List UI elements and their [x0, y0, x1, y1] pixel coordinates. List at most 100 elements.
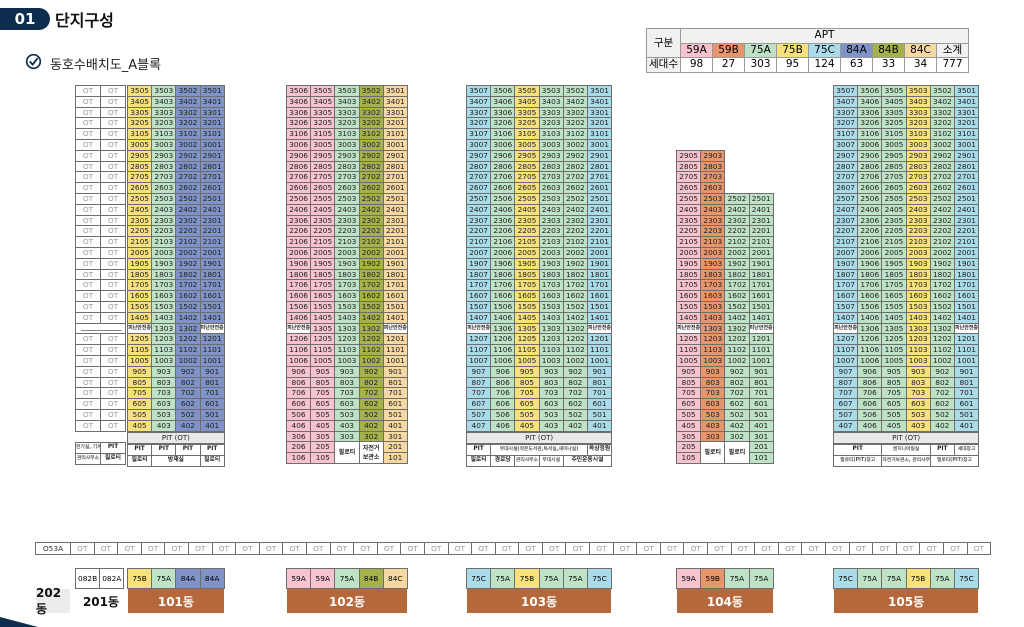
- unit-cell: 901: [953, 365, 980, 378]
- unit-cell: 2502: [562, 192, 588, 205]
- unit-cell: 605: [675, 398, 702, 410]
- unit-cell: 2306: [285, 214, 312, 227]
- unit-cell: 1501: [586, 300, 613, 313]
- unit-cell: 906: [857, 365, 883, 378]
- unit-cell: 3502: [929, 85, 955, 97]
- unit-cell: 1902: [175, 257, 201, 270]
- unit-cell: 1507: [465, 300, 492, 313]
- pit-row: PIT (OT): [465, 431, 613, 444]
- ot-cell: OT: [447, 542, 473, 555]
- ground-label: 자전거 보관소: [358, 441, 384, 464]
- unit-cell: 3007: [832, 139, 859, 151]
- unit-cell: 401: [748, 419, 774, 432]
- building-label-102: 102동: [287, 589, 407, 613]
- unit-cell: 1305: [514, 322, 540, 335]
- unit-cell: 3005: [126, 139, 153, 151]
- ground-label: 부대시설: [538, 454, 564, 467]
- unit-cell: 2202: [724, 225, 750, 238]
- ground-label: PIT: [151, 443, 177, 456]
- unit-cell: 701: [586, 387, 613, 400]
- ground-label: 방재실: [151, 454, 201, 467]
- unit-cell: 902: [562, 365, 588, 378]
- unit-cell: 1207: [832, 333, 859, 346]
- unit-cell: 1401: [748, 311, 774, 324]
- unit-cell: 303: [700, 430, 726, 443]
- unit-cell: 2803: [151, 160, 177, 173]
- unit-cell: 2302: [358, 214, 384, 227]
- unit-type-cell: 75A: [151, 568, 177, 589]
- unit-cell: 3102: [175, 128, 201, 140]
- unit-cell: 1601: [586, 290, 613, 302]
- unit-cell: 106: [285, 452, 312, 464]
- refuge-floor-mark: [80, 329, 121, 331]
- unit-cell: 2501: [586, 192, 613, 205]
- unit-cell: 505: [881, 408, 907, 421]
- summary-type-59a: 59A: [680, 42, 713, 58]
- unit-cell: 1203: [151, 333, 177, 346]
- unit-cell: 1106: [490, 344, 516, 356]
- unit-cell: 1401: [382, 311, 408, 324]
- empty-cell: [750, 172, 773, 182]
- empty-cell: [725, 151, 748, 161]
- unit-cell: 3407: [832, 95, 859, 108]
- unit-cell: 1501: [199, 300, 225, 313]
- unit-cell: 1303: [334, 322, 360, 335]
- unit-cell: 1405: [675, 311, 702, 324]
- unit-cell: 3306: [285, 106, 312, 119]
- summary-count-84b: 33: [872, 57, 905, 73]
- empty-cell: [677, 140, 700, 150]
- unit-cell: 403: [538, 419, 564, 432]
- unit-cell: 3303: [538, 106, 564, 119]
- unit-cell: 3403: [334, 95, 360, 108]
- unit-cell: 2605: [310, 182, 336, 194]
- ground-label: 필로티(PIT)창고: [929, 454, 980, 467]
- unit-cell: 607: [832, 398, 859, 410]
- ot-cell: OT: [100, 311, 126, 324]
- unit-cell: 2603: [151, 182, 177, 194]
- unit-cell: 1102: [175, 344, 201, 356]
- unit-cell: 2205: [514, 225, 540, 238]
- unit-cell: 3406: [490, 95, 516, 108]
- ot-grid: OT OT OT OT OT OT OT OT OT OT OT OT OT OT OT OT OT OT OT OT…: [75, 85, 126, 432]
- unit-cell: 2207: [832, 225, 859, 238]
- unit-cell: 1505: [126, 300, 153, 313]
- ground-grid: PIT 부대시설(작은도서관,독서실,세미나실) 옥상정원 필로티 경로당 관리사무소 부대…: [465, 443, 613, 467]
- unit-cell: 407: [832, 419, 859, 432]
- unit-type-cell: 59B: [700, 568, 726, 589]
- unit-type-cell: 75A: [724, 568, 750, 589]
- unit-cell: 1703: [334, 279, 360, 292]
- ground-label: PIT: [832, 443, 883, 456]
- unit-cell: 3101: [199, 128, 225, 140]
- unit-cell: 703: [700, 387, 726, 400]
- unit-cell: 2302: [724, 214, 750, 227]
- ground-label: PIT: [126, 443, 153, 456]
- unit-cell: 802: [562, 376, 588, 389]
- ot-cell: OT: [966, 542, 992, 555]
- ground-label: PIT: [465, 443, 492, 456]
- unit-cell: 1505: [310, 300, 336, 313]
- unit-cell: 1002: [175, 354, 201, 367]
- unit-cell: 1702: [724, 279, 750, 292]
- unit-cell: 1701: [199, 279, 225, 292]
- ot-cell: OT: [75, 311, 101, 324]
- ot-cell: OT: [777, 542, 803, 555]
- unit-cell: 3001: [586, 139, 613, 151]
- unit-cell: 2901: [382, 149, 408, 162]
- ot-cell: OT: [494, 542, 520, 555]
- unit-cell: 903: [151, 365, 177, 378]
- check-circle-icon: [25, 53, 42, 70]
- unit-cell: 1503: [700, 300, 726, 313]
- unit-cell: 3203: [905, 117, 931, 130]
- unit-cell: 2703: [538, 171, 564, 184]
- empty-cell: [750, 140, 773, 150]
- unit-cell: 2801: [953, 160, 980, 173]
- empty-cell: [677, 129, 700, 139]
- unit-cell: 2507: [832, 192, 859, 205]
- unit-cell: 501: [199, 408, 225, 421]
- empty-cell: [725, 140, 748, 150]
- unit-cell: 901: [382, 365, 408, 378]
- unit-cell: 1402: [929, 311, 955, 324]
- unit-cell: 701: [748, 387, 774, 400]
- unit-cell: 1903: [151, 257, 177, 270]
- unit-cell: 502: [358, 408, 384, 421]
